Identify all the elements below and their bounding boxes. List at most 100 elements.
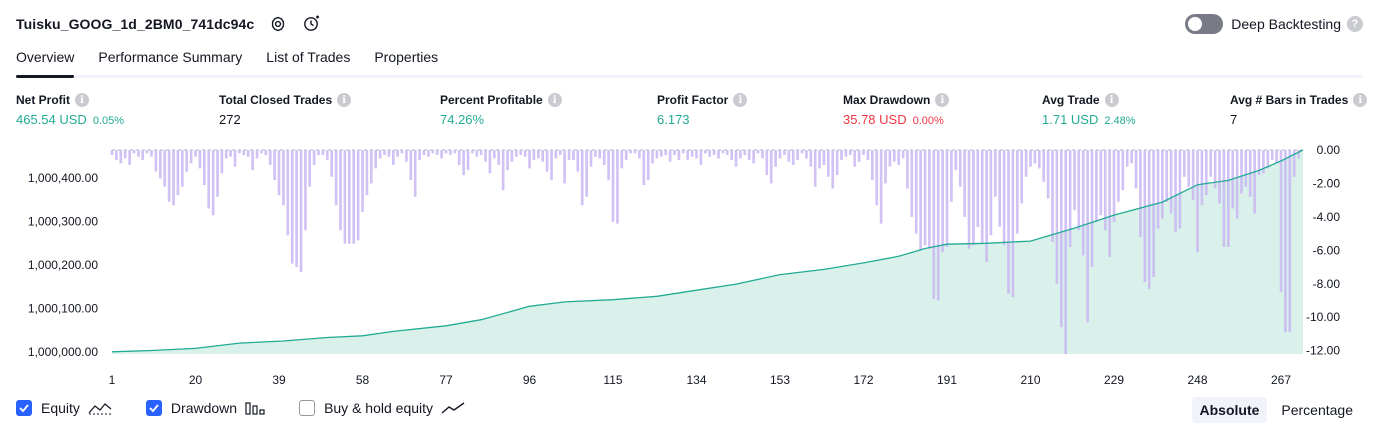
left-axis-tick-label: 1,000,400.00 xyxy=(28,171,98,185)
drawdown-bar xyxy=(431,150,435,154)
deep-backtesting-toggle[interactable] xyxy=(1185,14,1224,34)
drawdown-bar xyxy=(282,150,285,206)
drawdown-bar xyxy=(884,150,887,184)
equity-drawdown-chart[interactable]: 1,000,000.00 1,000,100.00 1,000,200.00 1,00… xyxy=(0,140,1379,395)
drawdown-bar xyxy=(532,150,536,160)
drawdown-bar xyxy=(110,150,114,155)
info-icon[interactable]: i xyxy=(935,93,950,107)
drawdown-bar xyxy=(1183,150,1186,177)
drawdown-bar xyxy=(273,150,276,181)
right-axis-tick-label: -8.00 xyxy=(1313,277,1341,291)
strategy-title: Tuisku_GOOG_1d_2BM0_741dc94c xyxy=(16,16,255,32)
drawdown-bar xyxy=(216,150,219,197)
tab-properties[interactable]: Properties xyxy=(374,49,439,65)
info-icon[interactable]: i xyxy=(733,93,748,107)
metric-label: Total Closed Trades xyxy=(219,93,333,107)
drawdown-bar xyxy=(457,150,461,165)
drawdown-bar xyxy=(879,150,883,224)
metric-value: 74.26% xyxy=(440,112,485,127)
drawdown-bar xyxy=(1134,150,1138,189)
drawdown-bar xyxy=(378,150,382,159)
drawdown-bar xyxy=(897,150,901,165)
drawdown-bar xyxy=(479,150,483,155)
drawdown-bar xyxy=(844,150,848,157)
drawdown-bar xyxy=(128,150,131,165)
legend-equity[interactable]: Equity xyxy=(16,400,112,416)
drawdown-bar xyxy=(747,150,751,160)
metric-percent-profitable: Percent Profitable i 74.26% xyxy=(440,93,562,127)
drawdown-bar xyxy=(1262,150,1265,174)
drawdown-bar xyxy=(1103,150,1107,231)
help-icon[interactable]: ? xyxy=(1347,16,1363,32)
drawdown-bar xyxy=(629,150,632,154)
drawdown-bar xyxy=(1288,150,1292,333)
drawdown-bar xyxy=(1077,150,1081,231)
drawdown-bar xyxy=(660,150,663,157)
tab-overview[interactable]: Overview xyxy=(16,46,75,78)
checkbox-checked-icon[interactable] xyxy=(145,400,162,416)
drawdown-bar xyxy=(1156,150,1160,229)
drawdown-bar xyxy=(840,150,843,160)
drawdown-bar xyxy=(638,150,641,159)
settings-icon[interactable] xyxy=(268,14,288,34)
drawdown-bar xyxy=(119,150,123,164)
checkbox-checked-icon[interactable] xyxy=(16,400,32,416)
drawdown-bar xyxy=(818,150,821,169)
x-axis-tick-label: 210 xyxy=(1020,373,1040,387)
drawdown-bar xyxy=(871,150,874,181)
drawdown-bar xyxy=(1191,150,1195,201)
legend-buy-hold[interactable]: Buy & hold equity xyxy=(299,400,465,416)
drawdown-bar xyxy=(475,150,479,157)
drawdown-bar xyxy=(743,150,747,155)
drawdown-bar xyxy=(181,150,184,187)
info-icon[interactable]: i xyxy=(337,93,352,107)
left-axis-tick-label: 1,000,000.00 xyxy=(28,345,98,359)
legend-label: Buy & hold equity xyxy=(324,400,434,416)
drawdown-bar xyxy=(633,150,637,154)
metric-label: Avg # Bars in Trades xyxy=(1230,93,1349,107)
metric-total-closed-trades: Total Closed Trades i 272 xyxy=(219,93,352,127)
drawdown-bar xyxy=(348,150,351,244)
drawdown-bar xyxy=(229,150,232,157)
drawdown-bar xyxy=(787,150,791,162)
drawdown-bar xyxy=(998,150,1002,227)
drawdown-bar xyxy=(906,150,909,189)
drawdown-bar xyxy=(1235,150,1239,219)
drawdown-bar xyxy=(339,150,342,231)
legend-drawdown[interactable]: Drawdown xyxy=(145,400,265,416)
drawdown-bar xyxy=(427,150,430,157)
drawdown-bar xyxy=(567,150,571,160)
drawdown-bar xyxy=(1253,150,1256,214)
info-icon[interactable]: i xyxy=(75,93,89,107)
drawdown-bar xyxy=(1016,150,1019,234)
info-icon[interactable]: i xyxy=(1353,93,1368,107)
drawdown-bar xyxy=(827,150,830,177)
checkbox-unchecked-icon[interactable] xyxy=(299,400,316,416)
right-axis-tick-label: -4.00 xyxy=(1313,210,1341,224)
drawdown-bar xyxy=(958,150,962,187)
tab-performance-summary[interactable]: Performance Summary xyxy=(98,49,243,65)
drawdown-bar xyxy=(893,150,896,162)
drawdown-bar xyxy=(330,150,334,177)
drawdown-bar xyxy=(1292,150,1296,177)
info-icon[interactable]: i xyxy=(547,93,562,107)
drawdown-bar xyxy=(277,150,281,196)
deep-backtesting-label: Deep Backtesting xyxy=(1231,16,1341,32)
tab-list-of-trades[interactable]: List of Trades xyxy=(266,49,351,65)
info-icon[interactable]: i xyxy=(1104,93,1119,107)
drawdown-bar xyxy=(141,150,145,160)
drawdown-bar xyxy=(444,150,448,154)
drawdown-bar xyxy=(1068,150,1072,247)
absolute-button[interactable]: Absolute xyxy=(1191,397,1268,423)
percentage-button[interactable]: Percentage xyxy=(1281,402,1353,418)
source-code-icon[interactable] xyxy=(302,14,322,34)
metric-percent: 0.05% xyxy=(92,115,125,127)
drawdown-bar xyxy=(172,150,175,206)
drawdown-bar xyxy=(515,150,518,157)
drawdown-bar xyxy=(1205,150,1208,196)
drawdown-bar xyxy=(708,150,712,157)
drawdown-bar xyxy=(655,150,659,159)
drawdown-bar xyxy=(1222,150,1226,247)
drawdown-bar xyxy=(875,150,879,206)
drawdown-bar xyxy=(1002,150,1006,246)
